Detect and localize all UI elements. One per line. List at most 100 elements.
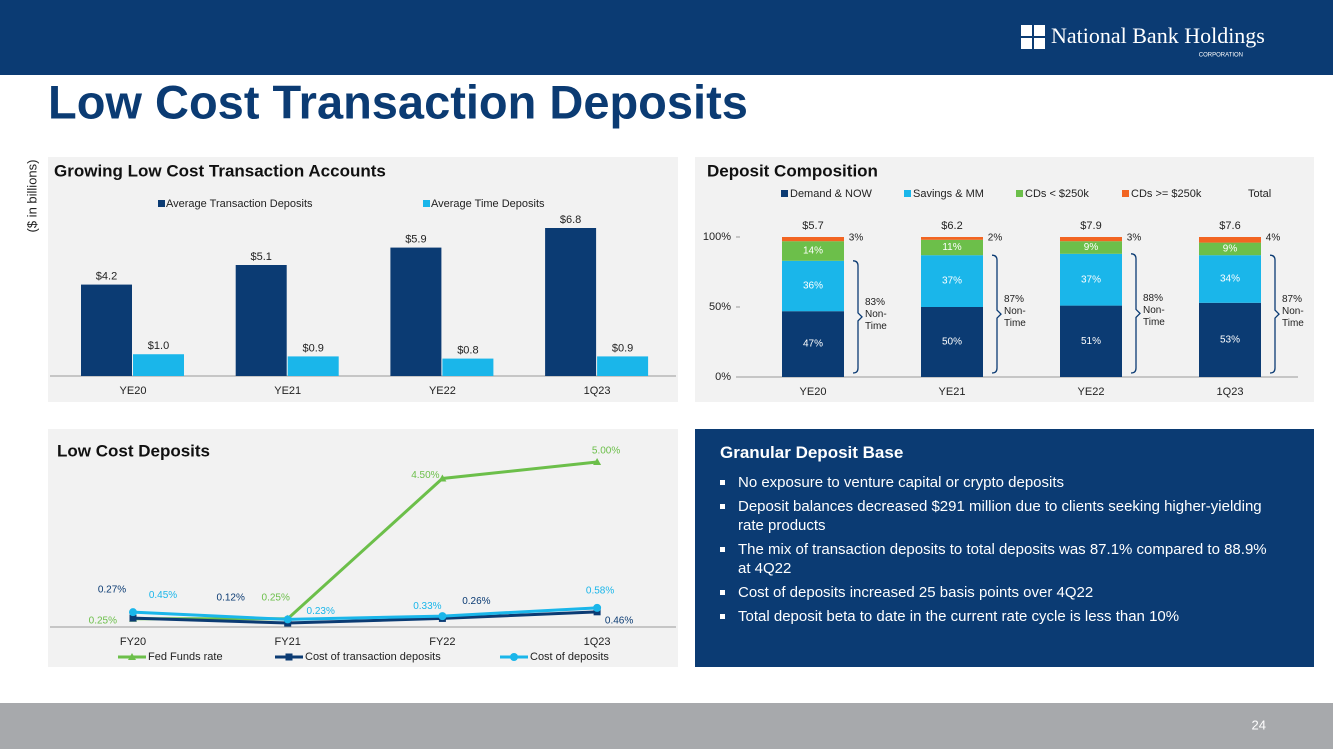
non-time-text: Non-Time: [1143, 305, 1165, 329]
data-label: 0.25%: [89, 615, 117, 626]
non-time-label: 87% Non-Time: [1282, 294, 1314, 330]
bar: [81, 284, 132, 376]
non-time-label: 88% Non-Time: [1143, 293, 1175, 329]
data-label: $0.8: [457, 344, 478, 356]
logo-icon: [1021, 25, 1045, 49]
bar: [442, 358, 494, 376]
bar-segment: [1060, 241, 1122, 254]
bar-segment: [1199, 302, 1261, 377]
segment-label: 50%: [942, 337, 962, 348]
total-label: $5.7: [802, 220, 823, 232]
segment-label: 36%: [803, 281, 823, 292]
non-time-value: 83%: [865, 296, 886, 308]
legend-swatch: [1122, 190, 1129, 197]
data-label: 0.12%: [217, 593, 245, 604]
point: [438, 474, 447, 482]
bar: [545, 228, 597, 376]
data-label: $4.2: [96, 270, 117, 282]
non-time-value: 87%: [1004, 294, 1025, 306]
slide-title: Low Cost Transaction Deposits: [48, 75, 748, 128]
x-tick-label: FY22: [429, 636, 455, 648]
x-tick-label: YE20: [800, 386, 827, 398]
bracket: [852, 260, 863, 374]
bar: [133, 354, 184, 376]
bar: [287, 356, 339, 376]
bar-segment: [921, 307, 983, 377]
x-tick-label: 1Q23: [584, 385, 611, 397]
segment-label: 4%: [1266, 233, 1281, 244]
data-label: 0.58%: [586, 586, 614, 597]
legend-marker: [510, 653, 518, 661]
segment-label: 3%: [1127, 233, 1142, 244]
legend-label: Cost of transaction deposits: [305, 651, 441, 663]
bar: [390, 247, 442, 376]
legend-swatch: [158, 200, 165, 207]
bar-segment: [1060, 237, 1122, 242]
bracket: [1269, 254, 1280, 374]
chart-title: Deposit Composition: [707, 161, 878, 180]
data-label: 0.27%: [98, 585, 126, 596]
bar: [597, 356, 649, 376]
non-time-text: Non-Time: [1004, 306, 1026, 330]
legend-swatch: [904, 190, 911, 197]
data-label: $0.9: [612, 342, 633, 354]
y-tick-label: 50%: [709, 301, 731, 313]
data-label: 0.46%: [605, 615, 633, 626]
point: [438, 612, 447, 621]
bullet: No exposure to venture capital or crypto…: [720, 473, 1274, 492]
header-bar: [0, 0, 1333, 75]
logo-subtext: CORPORATION: [1199, 53, 1243, 59]
text-box: Granular Deposit Base No exposure to ven…: [695, 429, 1314, 667]
y-axis-label: ($ in billions): [24, 160, 39, 233]
line: [132, 610, 598, 625]
legend-swatch: [423, 200, 430, 207]
total-label: $7.9: [1080, 220, 1101, 232]
bullet-list: No exposure to venture capital or crypto…: [720, 473, 1274, 626]
bar-segment: [782, 237, 844, 242]
bar-segment: [782, 311, 844, 377]
data-label: 0.45%: [149, 590, 177, 601]
legend-label: CDs >= $250k: [1131, 188, 1202, 200]
data-label: $5.9: [405, 233, 426, 245]
point: [593, 603, 602, 612]
legend-label: Average Time Deposits: [431, 198, 545, 210]
point: [283, 615, 292, 624]
bullet: Deposit balances decreased $291 million …: [720, 497, 1274, 535]
bar-segment: [1060, 253, 1122, 306]
legend-swatch: [1016, 190, 1023, 197]
total-label: $7.6: [1219, 220, 1240, 232]
y-tick-label: 0%: [715, 371, 731, 383]
bar-segment: [921, 255, 983, 307]
data-label: 0.25%: [262, 592, 290, 603]
segment-label: 2%: [988, 233, 1003, 244]
y-tick-label: 100%: [703, 231, 731, 243]
legend-label: Savings & MM: [913, 188, 984, 200]
segment-label: 51%: [1081, 336, 1101, 347]
bracket: [1130, 253, 1141, 374]
bar-segment: [1199, 255, 1261, 303]
legend-label: Total: [1248, 188, 1271, 200]
data-label: $6.8: [560, 214, 581, 226]
segment-label: 47%: [803, 339, 823, 350]
bullet: Total deposit beta to date in the curren…: [720, 607, 1274, 626]
non-time-text: Non-Time: [865, 308, 887, 332]
segment-label: 9%: [1223, 244, 1238, 255]
page-number: 24: [1252, 717, 1266, 732]
x-tick-label: YE22: [429, 385, 456, 397]
non-time-text: Non-Time: [1282, 306, 1304, 330]
bar-segment: [921, 239, 983, 256]
logo-text: National Bank Holdings: [1051, 23, 1265, 48]
bar-segment: [1060, 305, 1122, 377]
total-label: $6.2: [941, 220, 962, 232]
segment-label: 3%: [849, 233, 864, 244]
bullet: The mix of transaction deposits to total…: [720, 540, 1274, 578]
bracket: [991, 254, 1002, 374]
data-label: 4.50%: [411, 470, 439, 481]
data-label: $0.9: [302, 342, 323, 354]
x-tick-label: 1Q23: [584, 636, 611, 648]
point: [129, 608, 137, 617]
bar-segment: [1199, 242, 1261, 256]
segment-label: 53%: [1220, 335, 1240, 346]
